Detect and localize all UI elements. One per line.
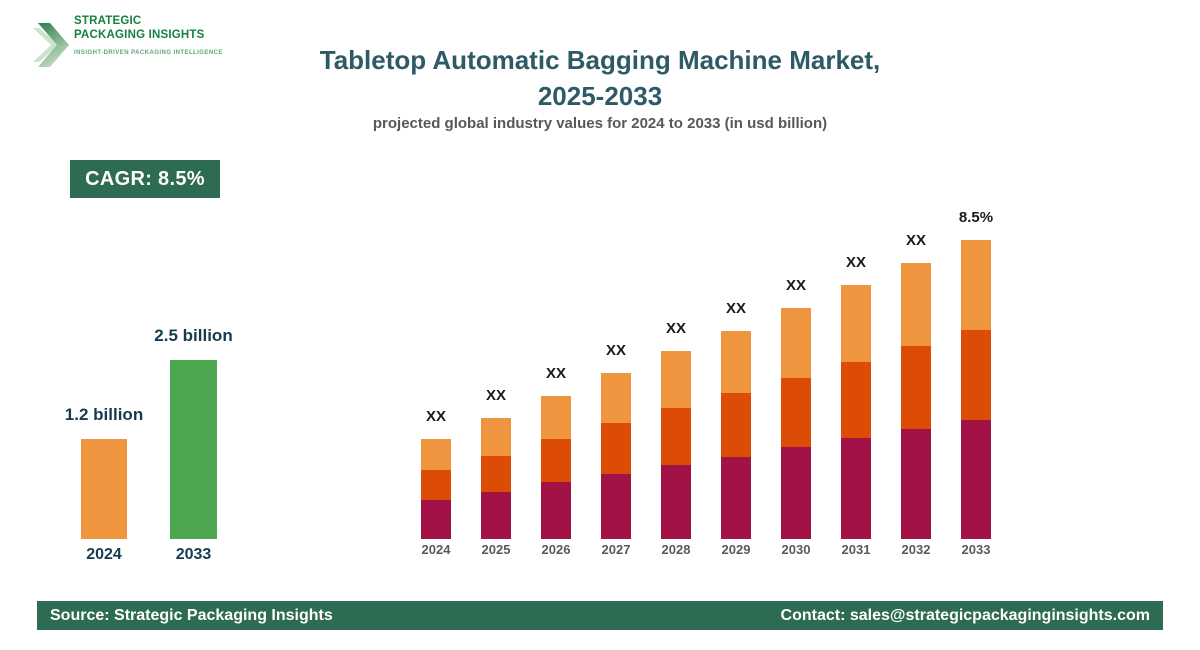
stacked-bar-2033-segment_bottom	[961, 420, 991, 539]
stacked-bar-2031-segment_bottom	[841, 438, 871, 539]
page-title-line2: 2025-2033	[537, 81, 663, 111]
stacked-bar-chart: XX 2024 XX 2025 XX 2026 XX 2027 XX 2028 XX 2029 XX 20…	[400, 195, 1040, 575]
cagr-badge: CAGR: 8.5%	[70, 160, 220, 198]
stacked-bar-2028-segment_top	[661, 351, 691, 408]
stacked-bar-2024-segment_top	[421, 439, 451, 470]
stacked-bar-2032-segment_middle	[901, 346, 931, 429]
stacked-bar-2024	[421, 439, 451, 539]
stacked-bar-2031	[841, 285, 871, 539]
stacked-bar-2031-segment_middle	[841, 362, 871, 438]
footer-bar: Source: Strategic Packaging Insights Con…	[37, 601, 1163, 630]
summary-year-label-2024: 2024	[86, 546, 122, 563]
stacked-bar-2026-segment_top	[541, 396, 571, 439]
axis-year-label-2030: 2030	[781, 542, 811, 557]
axis-year-label-2024: 2024	[421, 542, 451, 557]
logo-line1: STRATEGIC	[74, 15, 142, 27]
bar-value-label-2030: XX	[785, 277, 807, 294]
stacked-bar-2030-segment_top	[781, 308, 811, 378]
logo-line2: PACKAGING INSIGHTS	[74, 28, 205, 41]
axis-year-label-2026: 2026	[541, 542, 571, 557]
bar-value-label-2033: 8.5%	[958, 209, 994, 226]
stacked-bar-2029	[721, 331, 751, 539]
stacked-bar-2025	[481, 418, 511, 539]
stacked-bar-2033-segment_middle	[961, 330, 991, 420]
stacked-bar-2028-segment_middle	[661, 408, 691, 465]
bar-value-label-2028: XX	[665, 320, 687, 337]
stacked-bar-2027-segment_top	[601, 373, 631, 423]
stacked-bar-2029-segment_top	[721, 331, 751, 393]
stacked-bar-2030-segment_middle	[781, 378, 811, 447]
summary-value-label-2033: 2.5 billion	[154, 326, 233, 345]
axis-year-label-2025: 2025	[481, 542, 511, 557]
stacked-bar-2033	[961, 240, 991, 539]
stacked-bar-2024-segment_bottom	[421, 500, 451, 539]
stacked-bar-2033-segment_top	[961, 240, 991, 330]
stacked-bar-2026	[541, 396, 571, 539]
logo: STRATEGIC PACKAGING INSIGHTS INSIGHT-DRI…	[33, 14, 223, 67]
logo-tagline: INSIGHT-DRIVEN PACKAGING INTELLIGENCE	[74, 50, 223, 56]
stacked-bar-2028	[661, 351, 691, 539]
stacked-bar-2027	[601, 373, 631, 539]
bar-value-label-2027: XX	[605, 342, 627, 359]
stacked-bar-2031-segment_top	[841, 285, 871, 362]
stacked-bar-2029-segment_bottom	[721, 457, 751, 539]
stacked-bar-2030	[781, 308, 811, 539]
axis-year-label-2027: 2027	[601, 542, 631, 557]
logo-text: STRATEGIC PACKAGING INSIGHTS INSIGHT-DRI…	[74, 14, 223, 56]
stacked-bar-2032-segment_top	[901, 263, 931, 346]
summary-bar-2024	[81, 439, 127, 539]
axis-year-label-2031: 2031	[841, 542, 871, 557]
stacked-bar-2027-segment_bottom	[601, 474, 631, 539]
chart-subtitle: projected global industry values for 202…	[372, 115, 828, 132]
stacked-bar-2025-segment_top	[481, 418, 511, 456]
contact-text: Contact: sales@strategicpackaginginsight…	[780, 606, 1150, 624]
bar-value-label-2032: XX	[905, 232, 927, 249]
axis-year-label-2033: 2033	[961, 542, 991, 557]
chevron-logo-icon	[33, 23, 69, 67]
stacked-bar-2029-segment_middle	[721, 393, 751, 457]
stacked-bar-2026-segment_bottom	[541, 482, 571, 539]
page-title: Tabletop Automatic Bagging Machine Marke…	[150, 42, 1050, 114]
stacked-bar-2026-segment_middle	[541, 439, 571, 482]
summary-bar-chart: 1.2 billion 2024 2.5 billion 2033	[60, 320, 250, 570]
axis-year-label-2028: 2028	[661, 542, 691, 557]
source-text: Source: Strategic Packaging Insights	[50, 606, 333, 624]
stacked-bar-2028-segment_bottom	[661, 465, 691, 539]
bar-value-label-2029: XX	[725, 300, 747, 317]
bar-value-label-2026: XX	[545, 365, 567, 382]
page-title-line1: Tabletop Automatic Bagging Machine Marke…	[319, 45, 881, 75]
bar-value-label-2025: XX	[485, 387, 507, 404]
summary-value-label-2024: 1.2 billion	[64, 405, 144, 424]
axis-year-label-2032: 2032	[901, 542, 931, 557]
stacked-bar-2032-segment_bottom	[901, 429, 931, 539]
summary-bar-2033	[170, 360, 217, 539]
stacked-bar-2027-segment_middle	[601, 423, 631, 474]
bar-value-label-2031: XX	[845, 254, 867, 271]
axis-year-label-2029: 2029	[721, 542, 751, 557]
stacked-bar-2030-segment_bottom	[781, 447, 811, 539]
stacked-bar-2032	[901, 263, 931, 539]
stacked-bar-2024-segment_middle	[421, 470, 451, 500]
summary-year-label-2033: 2033	[175, 546, 212, 563]
stacked-bar-2025-segment_middle	[481, 456, 511, 492]
stacked-bar-2025-segment_bottom	[481, 492, 511, 539]
bar-value-label-2024: XX	[425, 408, 447, 425]
